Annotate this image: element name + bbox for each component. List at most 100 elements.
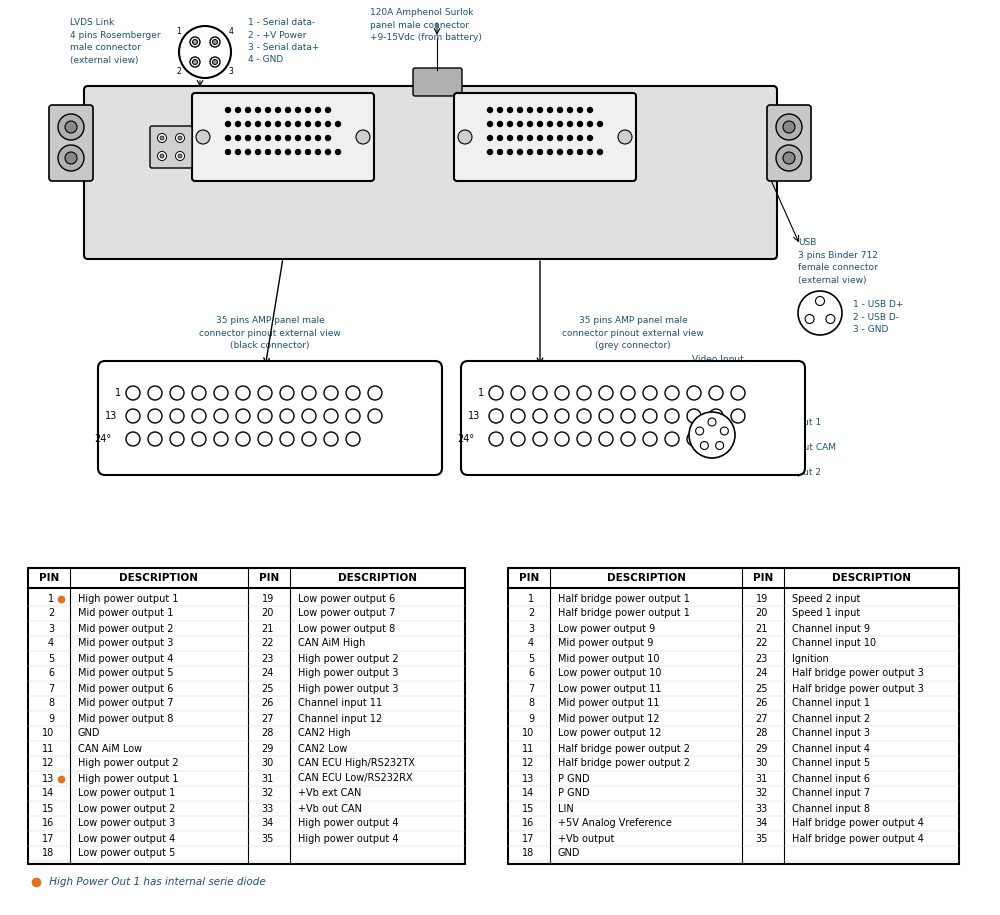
Circle shape <box>577 409 591 423</box>
Text: 29: 29 <box>756 744 768 753</box>
Text: DESCRIPTION: DESCRIPTION <box>832 573 911 583</box>
Circle shape <box>210 37 220 47</box>
Text: GND: GND <box>78 728 100 738</box>
Text: 25: 25 <box>756 684 768 694</box>
Circle shape <box>65 121 77 133</box>
Text: 33: 33 <box>262 803 274 813</box>
Circle shape <box>148 409 162 423</box>
Circle shape <box>555 432 569 446</box>
Circle shape <box>528 122 532 126</box>
Text: Mid power output 7: Mid power output 7 <box>78 698 174 708</box>
Circle shape <box>336 122 340 126</box>
Bar <box>123 363 137 370</box>
Circle shape <box>296 149 300 155</box>
Text: 23: 23 <box>756 653 768 663</box>
Text: 20: 20 <box>262 608 274 619</box>
Bar <box>195 363 209 370</box>
Text: 15: 15 <box>42 803 54 813</box>
Text: 23: 23 <box>262 653 274 663</box>
Bar <box>558 466 572 473</box>
Circle shape <box>210 57 220 67</box>
Bar <box>147 466 161 473</box>
Circle shape <box>286 107 290 113</box>
Text: 16: 16 <box>42 819 54 828</box>
Text: 8: 8 <box>48 698 54 708</box>
Circle shape <box>302 432 316 446</box>
Text: CAN ECU Low/RS232RX: CAN ECU Low/RS232RX <box>298 773 413 783</box>
Text: 8: 8 <box>528 698 534 708</box>
Text: 11: 11 <box>42 744 54 753</box>
FancyBboxPatch shape <box>98 361 442 475</box>
Bar <box>219 466 233 473</box>
Circle shape <box>326 135 330 141</box>
Circle shape <box>246 149 250 155</box>
Circle shape <box>488 107 492 113</box>
Text: 2: 2 <box>528 608 534 619</box>
Bar <box>534 363 548 370</box>
Text: 1: 1 <box>48 594 54 604</box>
Bar <box>654 466 668 473</box>
Circle shape <box>246 107 250 113</box>
Bar <box>702 466 716 473</box>
Bar <box>339 363 353 370</box>
Circle shape <box>708 418 716 426</box>
Circle shape <box>246 135 250 141</box>
Text: High Power Out 1 has internal serie diode: High Power Out 1 has internal serie diod… <box>46 877 266 887</box>
Text: Half bridge power output 2: Half bridge power output 2 <box>558 744 690 753</box>
Circle shape <box>258 386 272 400</box>
Circle shape <box>498 149 503 155</box>
Circle shape <box>196 130 210 144</box>
Circle shape <box>190 57 200 67</box>
Circle shape <box>236 432 250 446</box>
Bar <box>654 363 668 370</box>
Bar <box>267 363 281 370</box>
Circle shape <box>548 107 552 113</box>
Circle shape <box>665 409 679 423</box>
Text: LIN: LIN <box>558 803 574 813</box>
Circle shape <box>687 432 701 446</box>
Text: Half bridge power output 3: Half bridge power output 3 <box>792 669 924 679</box>
Text: Low power output 11: Low power output 11 <box>558 684 661 694</box>
Circle shape <box>518 107 522 113</box>
Text: Mid power output 2: Mid power output 2 <box>78 623 174 633</box>
Bar <box>387 363 401 370</box>
Circle shape <box>226 135 230 141</box>
Circle shape <box>621 432 635 446</box>
Circle shape <box>783 152 795 164</box>
Circle shape <box>246 122 250 126</box>
Text: Video Input
5 pins Binder 712
female connector
(external view): Video Input 5 pins Binder 712 female con… <box>692 355 772 402</box>
Circle shape <box>346 386 360 400</box>
Circle shape <box>816 296 824 306</box>
Circle shape <box>489 409 503 423</box>
Bar <box>606 363 620 370</box>
Text: Low power output 12: Low power output 12 <box>558 728 662 738</box>
Text: 21: 21 <box>262 623 274 633</box>
Circle shape <box>214 409 228 423</box>
Text: Mid power output 4: Mid power output 4 <box>78 653 173 663</box>
Circle shape <box>212 39 218 45</box>
FancyBboxPatch shape <box>454 93 636 181</box>
Circle shape <box>511 386 525 400</box>
Circle shape <box>488 149 492 155</box>
Bar <box>582 466 596 473</box>
Text: 32: 32 <box>756 789 768 799</box>
Circle shape <box>489 432 503 446</box>
Circle shape <box>296 122 300 126</box>
Bar <box>750 466 764 473</box>
Circle shape <box>256 107 260 113</box>
Circle shape <box>588 149 592 155</box>
Circle shape <box>190 37 200 47</box>
FancyBboxPatch shape <box>150 126 192 168</box>
Text: 35: 35 <box>756 834 768 844</box>
Bar <box>28 568 465 864</box>
Text: Mid power output 11: Mid power output 11 <box>558 698 660 708</box>
Text: 7: 7 <box>528 684 534 694</box>
Text: Channel input 12: Channel input 12 <box>298 714 382 724</box>
Circle shape <box>508 149 512 155</box>
Bar <box>582 363 596 370</box>
Circle shape <box>621 386 635 400</box>
Bar <box>267 466 281 473</box>
Text: Low power output 4: Low power output 4 <box>78 834 175 844</box>
Bar <box>363 363 377 370</box>
Text: 1: 1 <box>177 27 181 37</box>
